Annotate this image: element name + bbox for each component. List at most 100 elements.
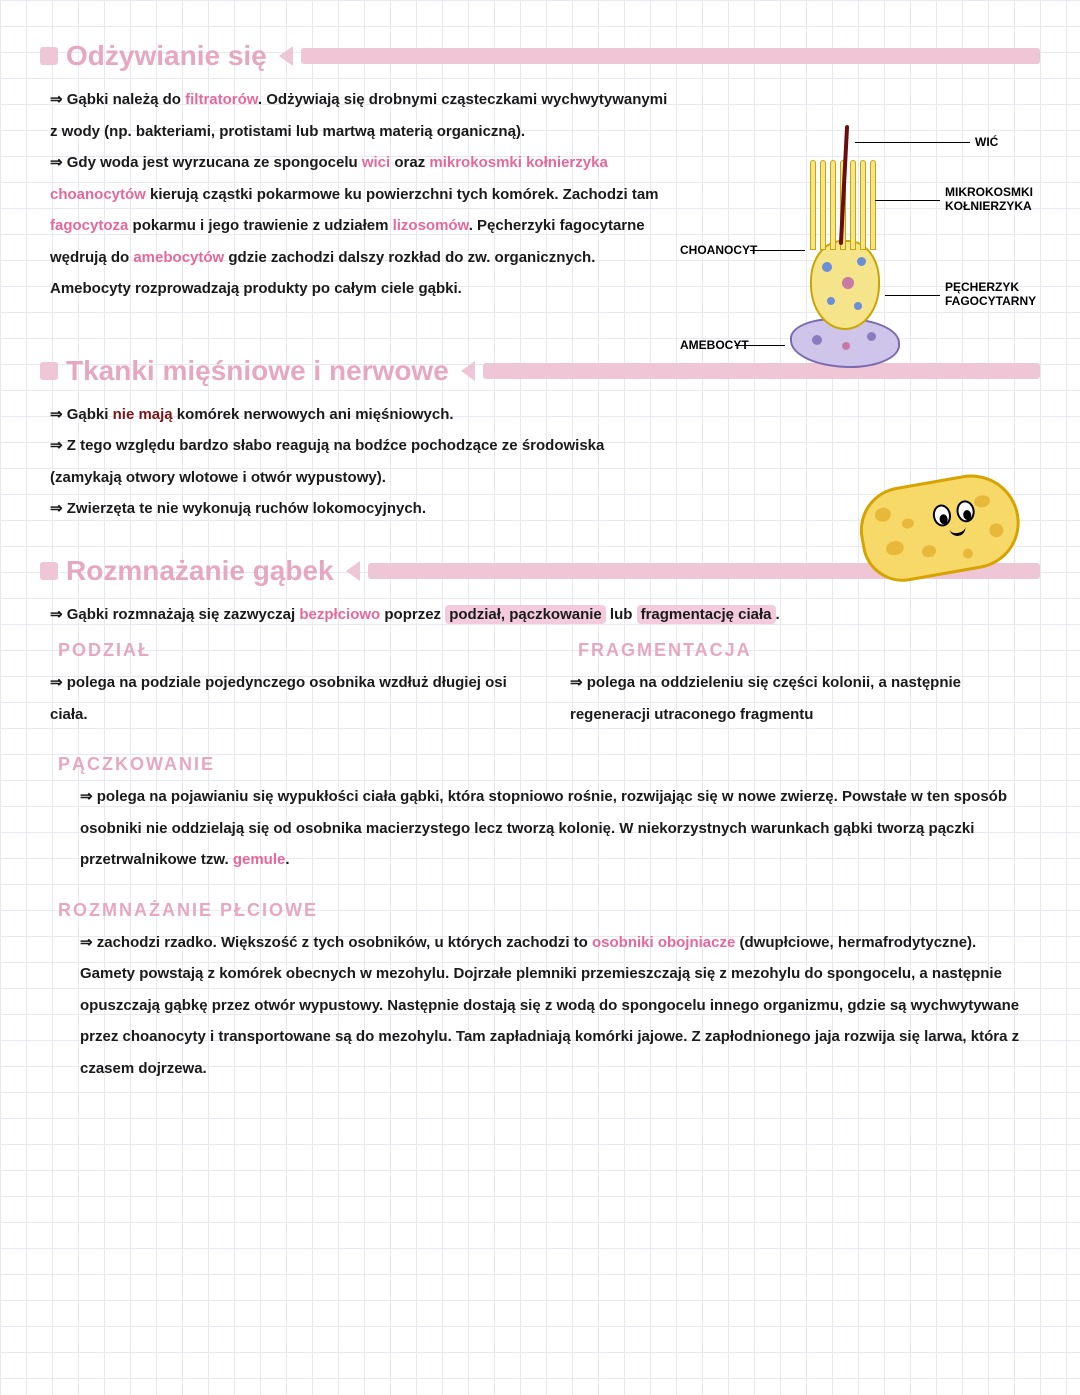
txt: poprzez (380, 606, 445, 623)
hole (921, 544, 937, 558)
tissues-p3: Zwierzęta te nie wykonują ruchów lokomoc… (50, 493, 670, 525)
hole (874, 506, 892, 523)
lead-line (750, 250, 805, 251)
tissues-content: Gąbki nie mają komórek nerwowych ani mię… (40, 399, 680, 525)
dot (842, 342, 850, 350)
repro-intro: Gąbki rozmnażają się zazwyczaj bezpłciow… (50, 599, 1030, 631)
subtitle-podzial: PODZIAŁ (58, 640, 520, 661)
hole (885, 540, 905, 557)
header-chevron (346, 561, 360, 581)
hole (962, 548, 974, 560)
txt: . (776, 606, 780, 623)
paczkowanie-text: polega na pojawianiu się wypukłości ciał… (80, 781, 1030, 876)
label-choanocyt: CHOANOCYT (680, 243, 757, 257)
txt: pokarmu i jego trawienie z udziałem (128, 217, 392, 234)
keyword-nie-maja: nie mają (113, 406, 173, 423)
dot (854, 302, 862, 310)
header-chevron (461, 361, 475, 381)
keyword-lizosomow: lizosomów (393, 217, 469, 234)
hl-podzial-paczkowanie: podział, pączkowanie (445, 605, 606, 624)
sponge-eye (931, 503, 953, 528)
subtitle-fragmentacja: FRAGMENTACJA (578, 640, 1040, 661)
lead-line (885, 295, 940, 296)
txt: (dwupłciowe, hermafrodytyczne). Gamety p… (80, 934, 1019, 1077)
mv (810, 160, 816, 250)
col-fragmentacja: FRAGMENTACJA polega na oddzieleniu się c… (560, 630, 1040, 730)
choanocyte-body (810, 240, 880, 330)
col-podzial: PODZIAŁ polega na podziale pojedynczego … (40, 630, 520, 730)
txt: polega na oddzieleniu się części kolonii… (570, 667, 1030, 730)
txt: Gdy woda jest wyrzucana ze spongocelu (67, 154, 362, 171)
dot (827, 297, 835, 305)
section-title: Odżywianie się (66, 40, 267, 72)
txt: zachodzi rzadko. Większość z tych osobni… (97, 934, 592, 951)
keyword-amebocytow: amebocytów (133, 249, 224, 266)
sponge-cartoon (860, 480, 1030, 590)
header-accent-left (40, 362, 58, 380)
keyword-fagocytoza: fagocytoza (50, 217, 128, 234)
label-pecherzyk: PĘCHERZYK FAGOCYTARNY (945, 280, 1035, 308)
keyword-gemule: gemule (233, 851, 286, 868)
lead-line (855, 142, 970, 143)
feeding-p2: Gdy woda jest wyrzucana ze spongocelu wi… (50, 147, 670, 305)
pupil (939, 514, 949, 525)
mv (830, 160, 836, 250)
pupil (962, 509, 972, 520)
keyword-filtratorow: filtratorów (185, 91, 258, 108)
dot (822, 262, 832, 272)
tissues-p1: Gąbki nie mają komórek nerwowych ani mię… (50, 399, 670, 431)
txt: Gąbki (67, 406, 113, 423)
txt: oraz (390, 154, 429, 171)
reproduction-intro: Gąbki rozmnażają się zazwyczaj bezpłciow… (40, 599, 1040, 631)
txt: polega na pojawianiu się wypukłości ciał… (80, 788, 1007, 868)
podzial-text: polega na podziale pojedynczego osobnika… (40, 667, 520, 730)
dot (857, 257, 866, 266)
section-title: Tkanki mięśniowe i nerwowe (66, 355, 449, 387)
plciowe-text: zachodzi rzadko. Większość z tych osobni… (80, 927, 1030, 1085)
txt: Gąbki rozmnażają się zazwyczaj (67, 606, 300, 623)
section-header-feeding: Odżywianie się (40, 40, 1040, 72)
label-wic: WIĆ (975, 135, 998, 149)
hole (988, 522, 1004, 538)
sponge-body (853, 467, 1027, 588)
txt: polega na podziale pojedynczego osobnika… (50, 667, 510, 730)
header-accent-left (40, 47, 58, 65)
subtitle-plciowe: ROZMNAŻANIE PŁCIOWE (58, 900, 1040, 921)
mv (870, 160, 876, 250)
hl-fragmentacja: fragmentację ciała (637, 605, 776, 624)
label-amebocyt: AMEBOCYT (680, 338, 749, 352)
header-accent-left (40, 562, 58, 580)
paczkowanie-content: polega na pojawianiu się wypukłości ciał… (40, 781, 1040, 876)
choanocyte-diagram: WIĆ MIKROKOSMKI KOŁNIERZYKA CHOANOCYT PĘ… (680, 120, 1040, 400)
mv (820, 160, 826, 250)
feeding-content: Gąbki należą do filtratorów. Odżywiają s… (40, 84, 680, 305)
sponge-eye (955, 499, 977, 524)
fragmentacja-text: polega na oddzieleniu się części kolonii… (560, 667, 1040, 730)
subtitle-paczkowanie: PĄCZKOWANIE (58, 754, 1040, 775)
sponge-mouth (949, 527, 966, 538)
keyword-bezplciowo: bezpłciowo (299, 606, 380, 623)
txt: lub (606, 606, 637, 623)
txt: . (285, 851, 289, 868)
dot (867, 332, 876, 341)
keyword-obojniacze: osobniki obojniacze (592, 934, 735, 951)
header-accent-right (301, 48, 1040, 64)
hole (901, 518, 915, 530)
two-col-block: PODZIAŁ polega na podziale pojedynczego … (40, 630, 1040, 730)
lead-line (875, 200, 940, 201)
dot (842, 277, 854, 289)
txt: Gąbki należą do (67, 91, 185, 108)
keyword-wici: wici (362, 154, 390, 171)
mv (860, 160, 866, 250)
tissues-p2: Z tego względu bardzo słabo reagują na b… (50, 430, 670, 493)
label-mikrokosmki: MIKROKOSMKI KOŁNIERZYKA (945, 185, 1035, 213)
feeding-p1: Gąbki należą do filtratorów. Odżywiają s… (50, 84, 670, 147)
dot (812, 335, 822, 345)
section-title: Rozmnażanie gąbek (66, 555, 334, 587)
mv (850, 160, 856, 250)
hole (973, 494, 991, 509)
txt: kierują cząstki pokarmowe ku powierzchni… (146, 186, 659, 203)
header-chevron (279, 46, 293, 66)
plciowe-content: zachodzi rzadko. Większość z tych osobni… (40, 927, 1040, 1085)
txt: komórek nerwowych ani mięśniowych. (173, 406, 454, 423)
